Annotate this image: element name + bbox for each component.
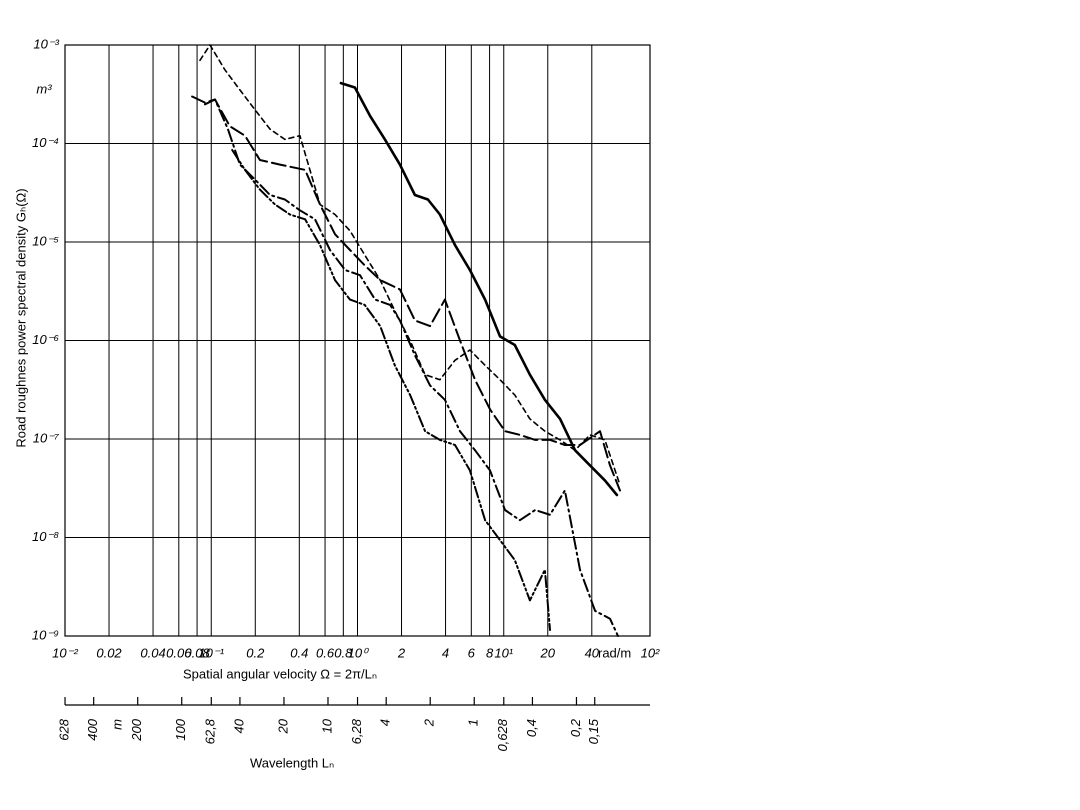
- wavelength-tick-label: 100: [173, 718, 188, 740]
- wavelength-tick-label: 0,2: [568, 718, 583, 737]
- x-tick-label: 0.6: [316, 645, 335, 660]
- y-tick-label: 10⁻⁶: [32, 332, 59, 347]
- x-tick-label: 10²: [641, 645, 660, 660]
- y-tick-label: 10⁻⁹: [32, 627, 59, 642]
- y-axis-title: Road roughnes power spectral density Gₕ(…: [13, 188, 28, 447]
- y-unit: m³: [36, 81, 52, 96]
- y-tick-label: 10⁻³: [33, 36, 59, 51]
- x-tick-label: 10¹: [494, 645, 513, 660]
- y-tick-label: 10⁻⁴: [32, 135, 59, 150]
- wavelength-tick-label: 20: [275, 718, 290, 734]
- data-line: [199, 44, 621, 486]
- x-tick-label: 8: [486, 645, 494, 660]
- wavelength-tick-label: 628: [56, 718, 71, 740]
- x-tick-label: 4: [442, 645, 449, 660]
- x-tick-label: 0.06: [166, 645, 192, 660]
- x-tick-label: 0.4: [290, 645, 308, 660]
- x-tick-label: 0.8: [334, 645, 353, 660]
- data-line: [191, 95, 621, 492]
- y-tick-label: 10⁻⁷: [33, 430, 60, 445]
- wavelength-tick-label: 0,628: [495, 718, 510, 751]
- x-axis-title: Spatial angular velocity Ω = 2π/Lₙ: [183, 666, 377, 681]
- x-tick-label: 6: [468, 645, 476, 660]
- data-line: [231, 149, 551, 631]
- x-tick-label: 20: [540, 645, 556, 660]
- x-tick-label: 0.08: [184, 645, 210, 660]
- wavelength-tick-label: 400: [85, 718, 100, 740]
- y-tick-label: 10⁻⁵: [32, 233, 59, 248]
- wavelength-axis-title: Wavelength Lₙ: [250, 755, 334, 770]
- wavelength-tick-label: 10: [319, 718, 334, 733]
- data-line: [204, 98, 619, 637]
- wavelength-tick-label: 1: [466, 719, 481, 726]
- x-tick-label: 2: [397, 645, 406, 660]
- wavelength-tick-label: 6,28: [349, 718, 364, 744]
- wavelength-tick-label: 0,4: [524, 719, 539, 737]
- wavelength-tick-label: 0,15: [586, 718, 601, 744]
- wavelength-tick-label: 4: [378, 719, 393, 726]
- y-tick-label: 10⁻⁸: [32, 529, 59, 544]
- wavelength-tick-label: 2: [422, 718, 437, 727]
- x-tick-label: 10⁻¹: [198, 645, 224, 660]
- wavelength-tick-label: 40: [231, 718, 246, 733]
- x-tick-label: 0.02: [96, 645, 122, 660]
- x-tick-label: 10⁻²: [52, 645, 78, 660]
- wavelength-tick-label: 62,8: [203, 718, 218, 744]
- wavelength-unit: m: [109, 719, 124, 730]
- x-tick-label: 10⁰: [348, 645, 369, 660]
- wavelength-tick-label: 200: [129, 718, 144, 741]
- x-tick-label: 0.2: [246, 645, 265, 660]
- x-unit: rad/m: [598, 645, 631, 660]
- x-tick-label: 40: [585, 645, 600, 660]
- data-line: [339, 81, 619, 497]
- x-tick-label: 0.04: [140, 645, 165, 660]
